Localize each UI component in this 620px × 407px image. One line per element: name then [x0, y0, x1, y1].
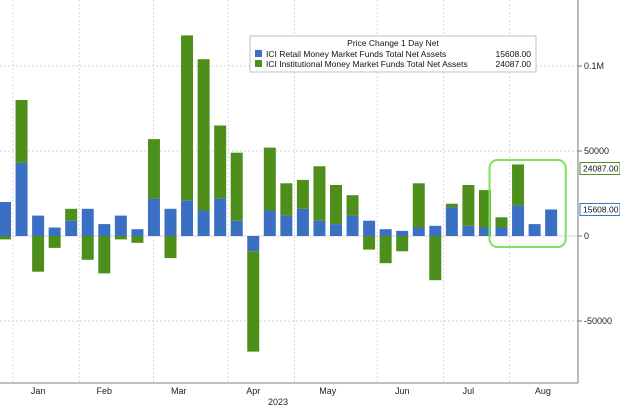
- legend-box: [249, 35, 537, 73]
- bars-layer: [0, 35, 558, 352]
- y-tick-label: 50000: [584, 146, 609, 156]
- bar-institutional: [280, 183, 293, 216]
- legend-title: Price Change 1 Day Net: [347, 38, 439, 48]
- legend-swatch-retail: [255, 50, 262, 57]
- x-tick-label: Jul: [463, 386, 475, 396]
- value-tag-box: [579, 162, 620, 176]
- bar-retail: [462, 225, 475, 236]
- bar-institutional: [81, 236, 94, 260]
- bar-institutional: [131, 236, 144, 243]
- bar-retail: [114, 215, 127, 236]
- bar-institutional: [478, 190, 491, 228]
- legend: Price Change 1 Day Net ICI Retail Money …: [249, 35, 537, 73]
- bar-institutional: [247, 251, 260, 352]
- bar-institutional: [396, 236, 409, 252]
- bar-retail: [280, 215, 293, 236]
- bar-retail: [429, 225, 442, 236]
- bar-institutional: [313, 166, 326, 221]
- bar-institutional: [114, 236, 127, 240]
- bar-retail: [495, 227, 508, 236]
- bar-institutional: [181, 35, 194, 201]
- bar-institutional: [0, 236, 11, 240]
- bar-institutional: [495, 217, 508, 228]
- bar-institutional: [32, 236, 45, 272]
- bar-retail: [98, 224, 111, 236]
- bar-institutional: [98, 236, 111, 274]
- y-tick-label: 0: [584, 231, 589, 241]
- y-tick-label: 0.1M: [584, 61, 604, 71]
- bar-retail: [197, 210, 210, 236]
- bar-retail: [15, 162, 28, 236]
- bar-institutional: [65, 208, 78, 221]
- bar-retail: [32, 215, 45, 236]
- legend-value-institutional: 24087.00: [496, 59, 532, 69]
- bar-institutional: [379, 236, 392, 264]
- x-tick-label: Feb: [97, 386, 113, 396]
- bar-retail: [330, 224, 342, 236]
- bar-retail: [412, 227, 425, 236]
- bar-retail: [396, 230, 409, 236]
- bar-institutional: [214, 125, 227, 199]
- bar-institutional: [15, 100, 28, 163]
- bar-retail: [164, 208, 177, 236]
- bar-retail: [363, 220, 376, 236]
- bar-retail: [131, 229, 144, 236]
- legend-value-retail: 15608.00: [496, 49, 532, 59]
- bar-institutional: [197, 59, 210, 211]
- x-tick-label: Jan: [31, 386, 46, 396]
- bar-institutional: [48, 236, 61, 248]
- bar-institutional: [346, 195, 359, 216]
- bar-institutional: [462, 185, 475, 226]
- x-tick-label: Aug: [535, 386, 551, 396]
- value-tag-label: 15608.00: [583, 204, 619, 214]
- bar-retail: [528, 224, 541, 236]
- legend-label-retail: ICI Retail Money Market Funds Total Net …: [266, 49, 446, 59]
- bar-retail: [263, 210, 276, 236]
- x-tick-label: Jun: [395, 386, 410, 396]
- bar-retail: [346, 215, 359, 236]
- bar-retail: [181, 200, 194, 236]
- bar-retail: [313, 220, 326, 236]
- bar-retail: [478, 227, 491, 236]
- x-year-label: 2023: [268, 397, 288, 407]
- bar-retail: [545, 209, 558, 236]
- x-tick-label: May: [319, 386, 337, 396]
- bar-retail: [247, 236, 260, 252]
- bar-institutional: [445, 203, 458, 208]
- bar-retail: [81, 208, 94, 236]
- value-tag-box: [579, 202, 620, 216]
- bar-retail: [65, 220, 78, 236]
- bar-institutional: [296, 179, 309, 209]
- legend-label-institutional: ICI Institutional Money Market Funds Tot…: [266, 59, 468, 69]
- highlight-box: [488, 159, 567, 248]
- bar-institutional: [363, 236, 376, 250]
- bar-retail: [512, 205, 525, 236]
- x-tick-label: Apr: [246, 386, 260, 396]
- bar-retail: [214, 198, 227, 236]
- value-tag-label: 24087.00: [583, 164, 619, 174]
- bar-retail: [296, 208, 309, 236]
- highlight-layer: [488, 159, 567, 248]
- bar-retail: [48, 227, 61, 236]
- bar-retail: [445, 207, 458, 236]
- x-tick-label: Mar: [171, 386, 187, 396]
- bar-retail: [379, 229, 392, 236]
- bar-institutional: [263, 147, 276, 211]
- bar-retail: [0, 202, 11, 236]
- bar-institutional: [230, 152, 243, 221]
- y-tick-label: -50000: [584, 316, 612, 326]
- legend-swatch-institutional: [255, 60, 262, 67]
- bar-institutional: [512, 164, 525, 206]
- bar-institutional: [147, 139, 160, 199]
- bar-institutional: [330, 185, 342, 225]
- bar-institutional: [412, 183, 425, 228]
- bar-institutional: [164, 236, 177, 259]
- bar-retail: [147, 198, 160, 236]
- bar-institutional: [429, 236, 442, 281]
- bar-retail: [230, 220, 243, 236]
